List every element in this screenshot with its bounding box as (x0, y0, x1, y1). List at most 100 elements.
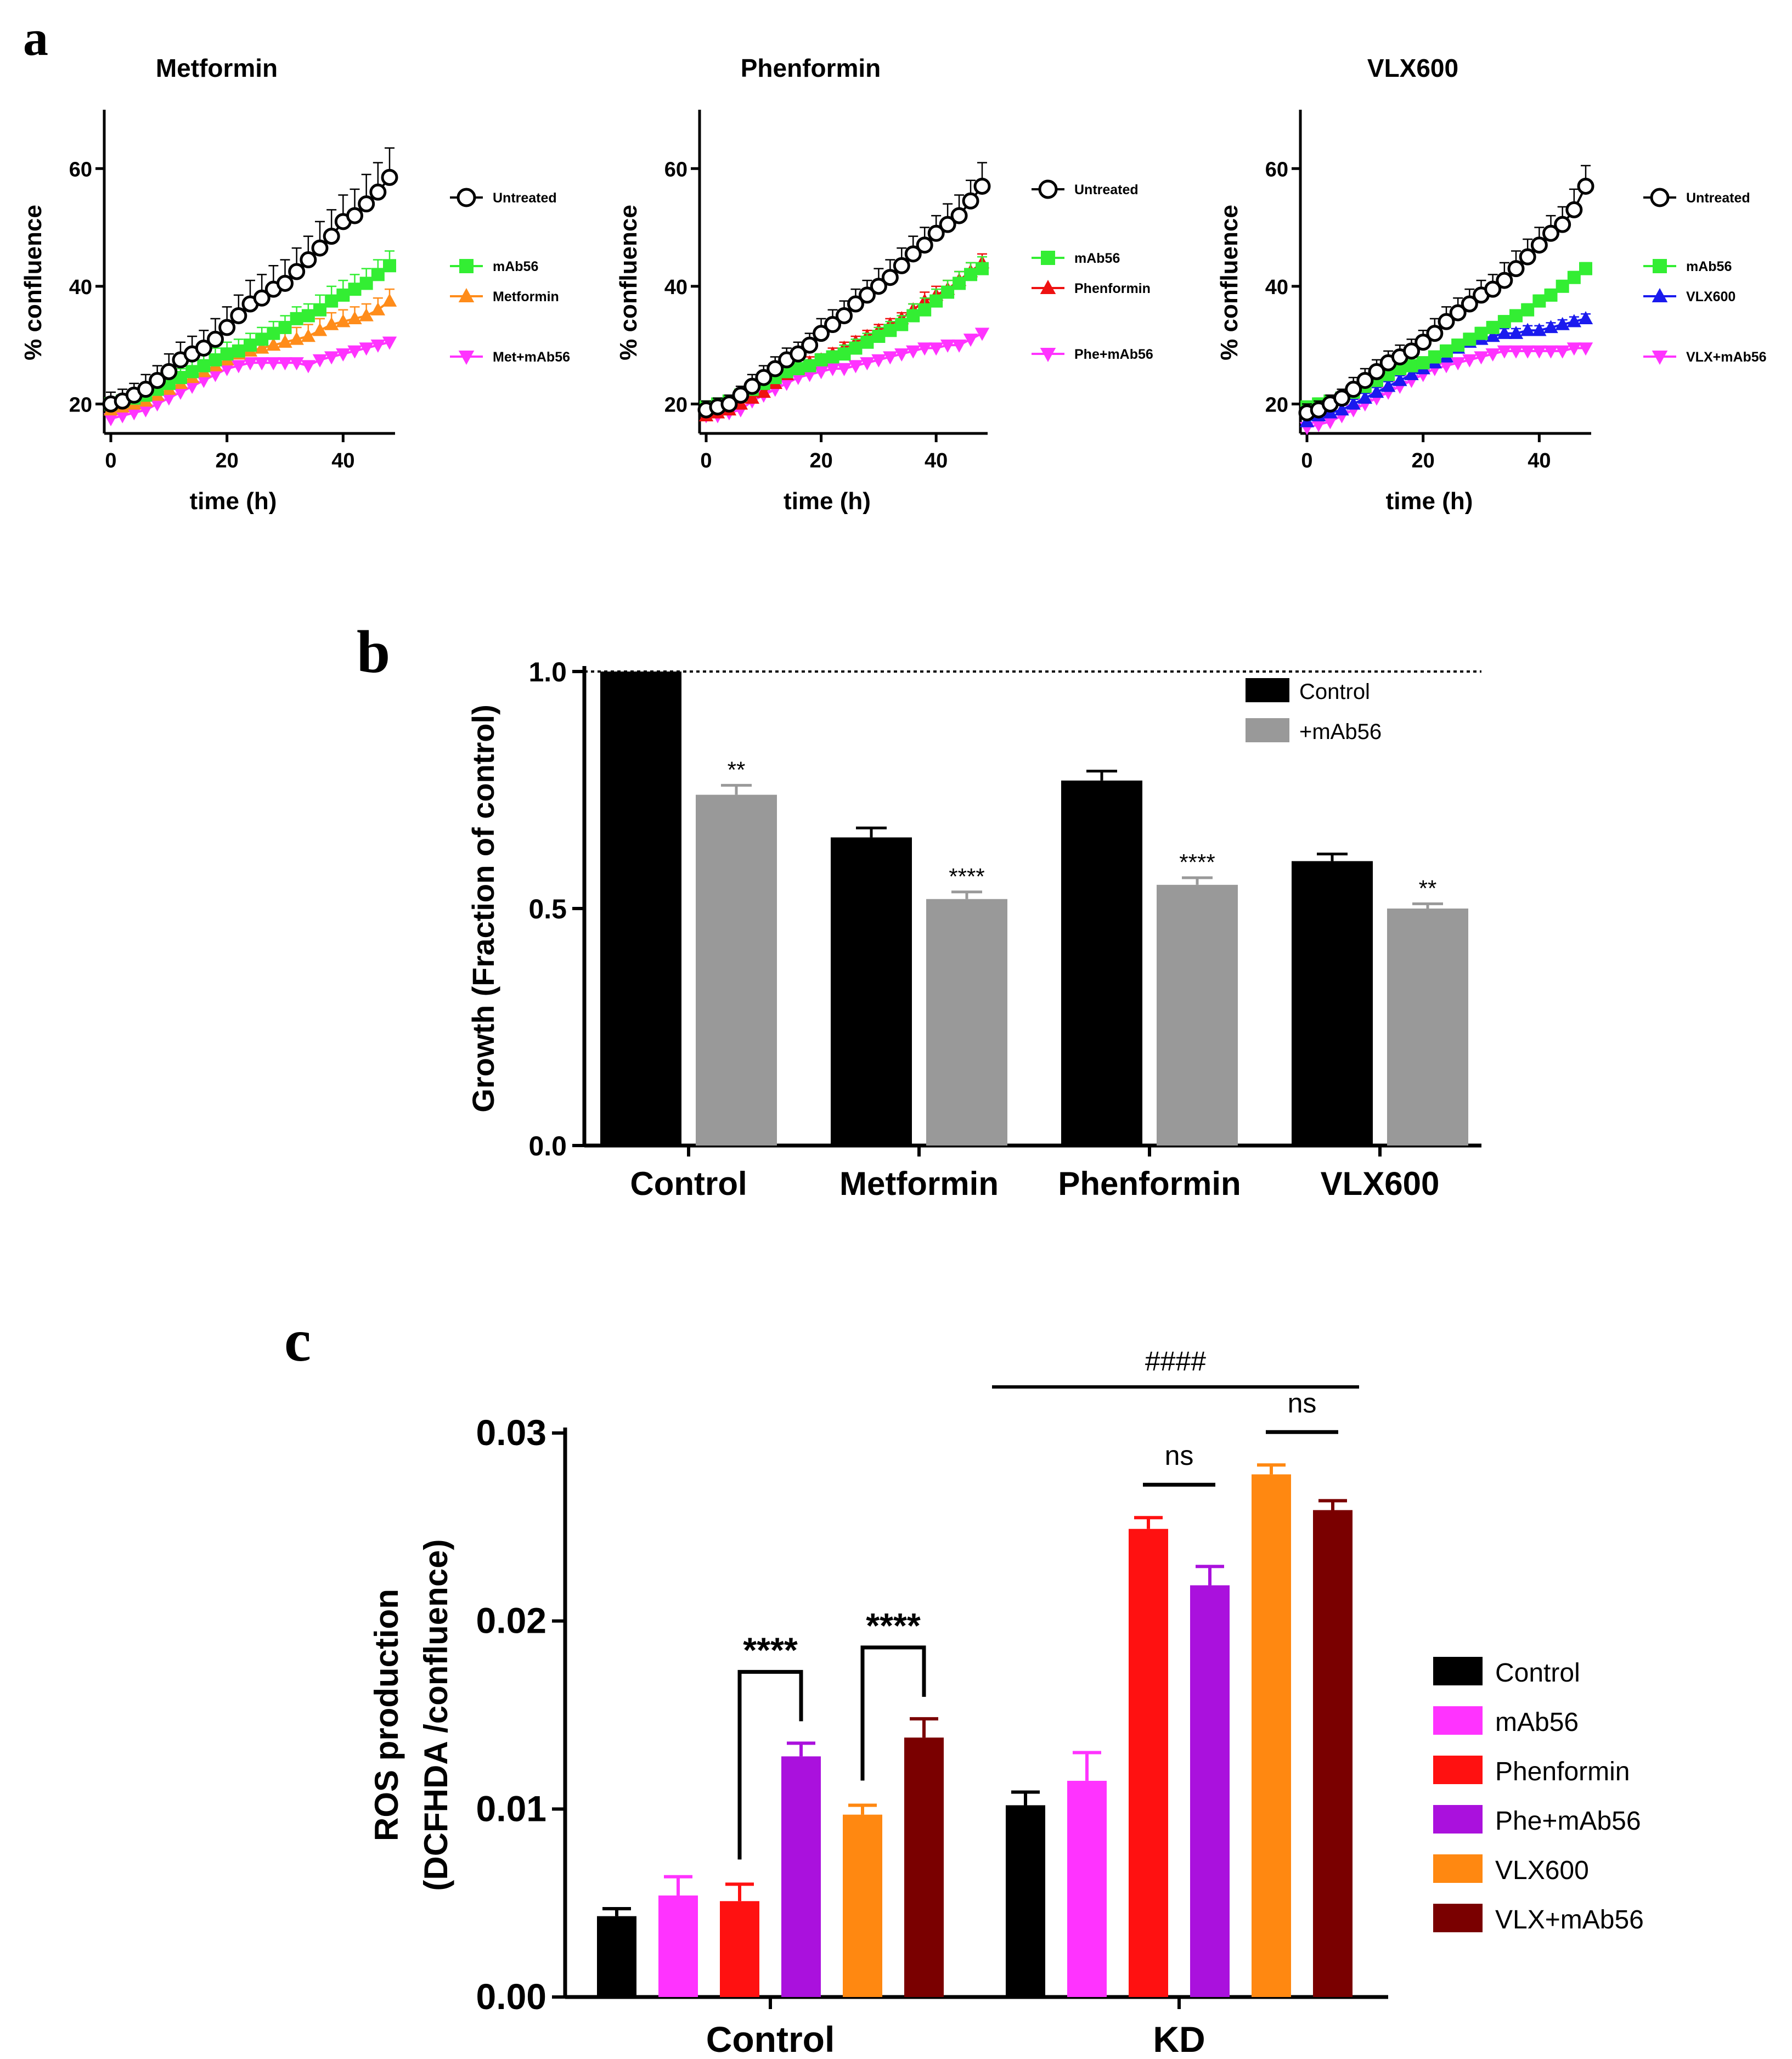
a2-mab56-point (849, 341, 863, 355)
a3-x-tick-label: 0 (1301, 449, 1312, 472)
a1-mab56-point (325, 294, 339, 308)
a1-untreated-point (381, 168, 398, 186)
a1-mab56-point (290, 312, 303, 325)
a3-untreated-point (1542, 224, 1559, 242)
a3-mab56-point (1544, 288, 1558, 302)
a3-mab56-point (1486, 320, 1500, 334)
a1-met-mab56-point (231, 360, 246, 374)
a1-untreated-point (358, 195, 375, 213)
a1-legend-met-mab56-label: Met+mAb56 (493, 349, 570, 365)
a2-mab56-point (803, 359, 816, 373)
a2-untreated-point (904, 245, 922, 263)
a2-phe-mab56-point (928, 342, 944, 356)
b-x-tick-label: VLX600 (1321, 1165, 1440, 1202)
a3-mab56-point (1451, 339, 1465, 352)
c-ns-label: ns (1288, 1387, 1317, 1418)
a1-mab56-point (185, 365, 199, 379)
a1-untreated-point (253, 289, 271, 307)
a3-mab56-point (1416, 356, 1430, 370)
a1-untreated-point (323, 228, 340, 245)
b-y-tick-label: 0.0 (528, 1131, 567, 1161)
a1-metformin-point (359, 308, 374, 321)
a2-mab56-point (872, 330, 886, 343)
a1-y-tick-label: 20 (69, 393, 92, 416)
a1-met-mab56-point (103, 413, 119, 426)
a1-mab56-point (278, 320, 292, 334)
a1-met-mab56-point (266, 357, 281, 371)
b-legend--mab56-swatch (1246, 718, 1289, 742)
a2-untreated-point (962, 192, 979, 210)
a3-untreated-point (1415, 334, 1432, 351)
a3-vlx600-point (1393, 373, 1407, 386)
b-bar-control (831, 837, 912, 1146)
a2-untreated-point (755, 369, 773, 386)
b-x-tick-label: Control (630, 1165, 747, 1202)
a2-untreated-point (824, 316, 842, 334)
a3-x-tick-label: 20 (1412, 449, 1435, 472)
a3-mab56-point (1474, 326, 1488, 340)
a2-legend-phenformin-marker (1040, 280, 1056, 295)
a1-legend-untreated-marker (457, 188, 476, 207)
a1-metformin-point (266, 337, 281, 351)
b-significance-stars: **** (1179, 849, 1215, 875)
a3-vlx-mab56-point (1566, 342, 1582, 356)
c-significance-bracket (737, 1669, 803, 1860)
c-y-tick-label: 0.00 (476, 1976, 546, 2017)
a3-untreated-point (1530, 236, 1548, 254)
a1-metformin-point (289, 331, 304, 345)
a3-vlx-mab56-point (1311, 419, 1326, 432)
a3-legend-vlx-mab56-marker (1652, 350, 1668, 365)
a3-vlx600-point (1555, 317, 1570, 330)
a2-untreated-point (939, 216, 956, 233)
c-bar-phe-mab56 (781, 1756, 821, 1997)
a1-met-mab56-point (196, 375, 211, 388)
a2-untreated-point (847, 295, 864, 313)
a1-metformin-point (382, 293, 397, 307)
a2-phe-mab56-point (871, 354, 886, 368)
b-legend--mab56-label: +mAb56 (1299, 720, 1382, 744)
a1-metformin-point (336, 314, 351, 328)
a2-untreated-point (973, 177, 991, 195)
a1-met-mab56-point (336, 348, 351, 362)
a1-mab56-point (371, 268, 385, 281)
c-y-label-line1: ROS production (368, 1589, 405, 1841)
a1-mab56-point (383, 259, 396, 273)
a2-phe-mab56-point (917, 342, 932, 356)
c-y-tick-label: 0.01 (476, 1788, 546, 1829)
a2-phe-mab56-point (951, 339, 967, 353)
a2-phe-mab56-point (860, 357, 875, 371)
a2-y-label: % confluence (615, 205, 642, 360)
a1-met-mab56-point (127, 407, 142, 421)
a3-untreated-point (1449, 304, 1467, 321)
a2-untreated-point (950, 207, 968, 224)
a3-vlx-mab56-point (1323, 416, 1338, 430)
a2-mab56-point (895, 318, 909, 331)
a1-y-label: % confluence (20, 205, 47, 360)
c-x-tick-label: KD (1153, 2019, 1205, 2059)
a3-mab56-point (1463, 332, 1477, 346)
a2-phe-mab56-point (940, 339, 955, 353)
a1-untreated-point (346, 207, 363, 224)
a2-untreated-point (720, 395, 738, 413)
c-legend-vlx600-swatch (1433, 1854, 1483, 1883)
a2-phe-mab56-point (779, 377, 794, 391)
a1-untreated-point (195, 339, 212, 357)
a2-legend-phe-mab56-label: Phe+mAb56 (1074, 347, 1153, 362)
panel-b-label: b (357, 618, 390, 685)
a1-y-tick-label: 60 (69, 158, 92, 181)
b-x-tick-label: Metformin (839, 1165, 999, 1202)
c-bar-vlx600 (1252, 1474, 1291, 1997)
a3-vlx-mab56-point (1508, 345, 1524, 359)
a1-untreated-point (277, 274, 294, 292)
a1-met-mab56-point (370, 339, 386, 353)
c-bar-phenformin (1129, 1528, 1168, 1997)
a2-mab56-point (826, 350, 839, 364)
a1-untreated-point (160, 363, 178, 380)
a3-untreated-point (1461, 295, 1478, 313)
a2-phe-mab56-point (906, 345, 921, 359)
a1-untreated-point (230, 307, 247, 324)
a1-x-tick-label: 20 (216, 449, 239, 472)
a3-untreated-point (1554, 216, 1571, 233)
c-bar-vlx-mab56 (904, 1738, 944, 1997)
